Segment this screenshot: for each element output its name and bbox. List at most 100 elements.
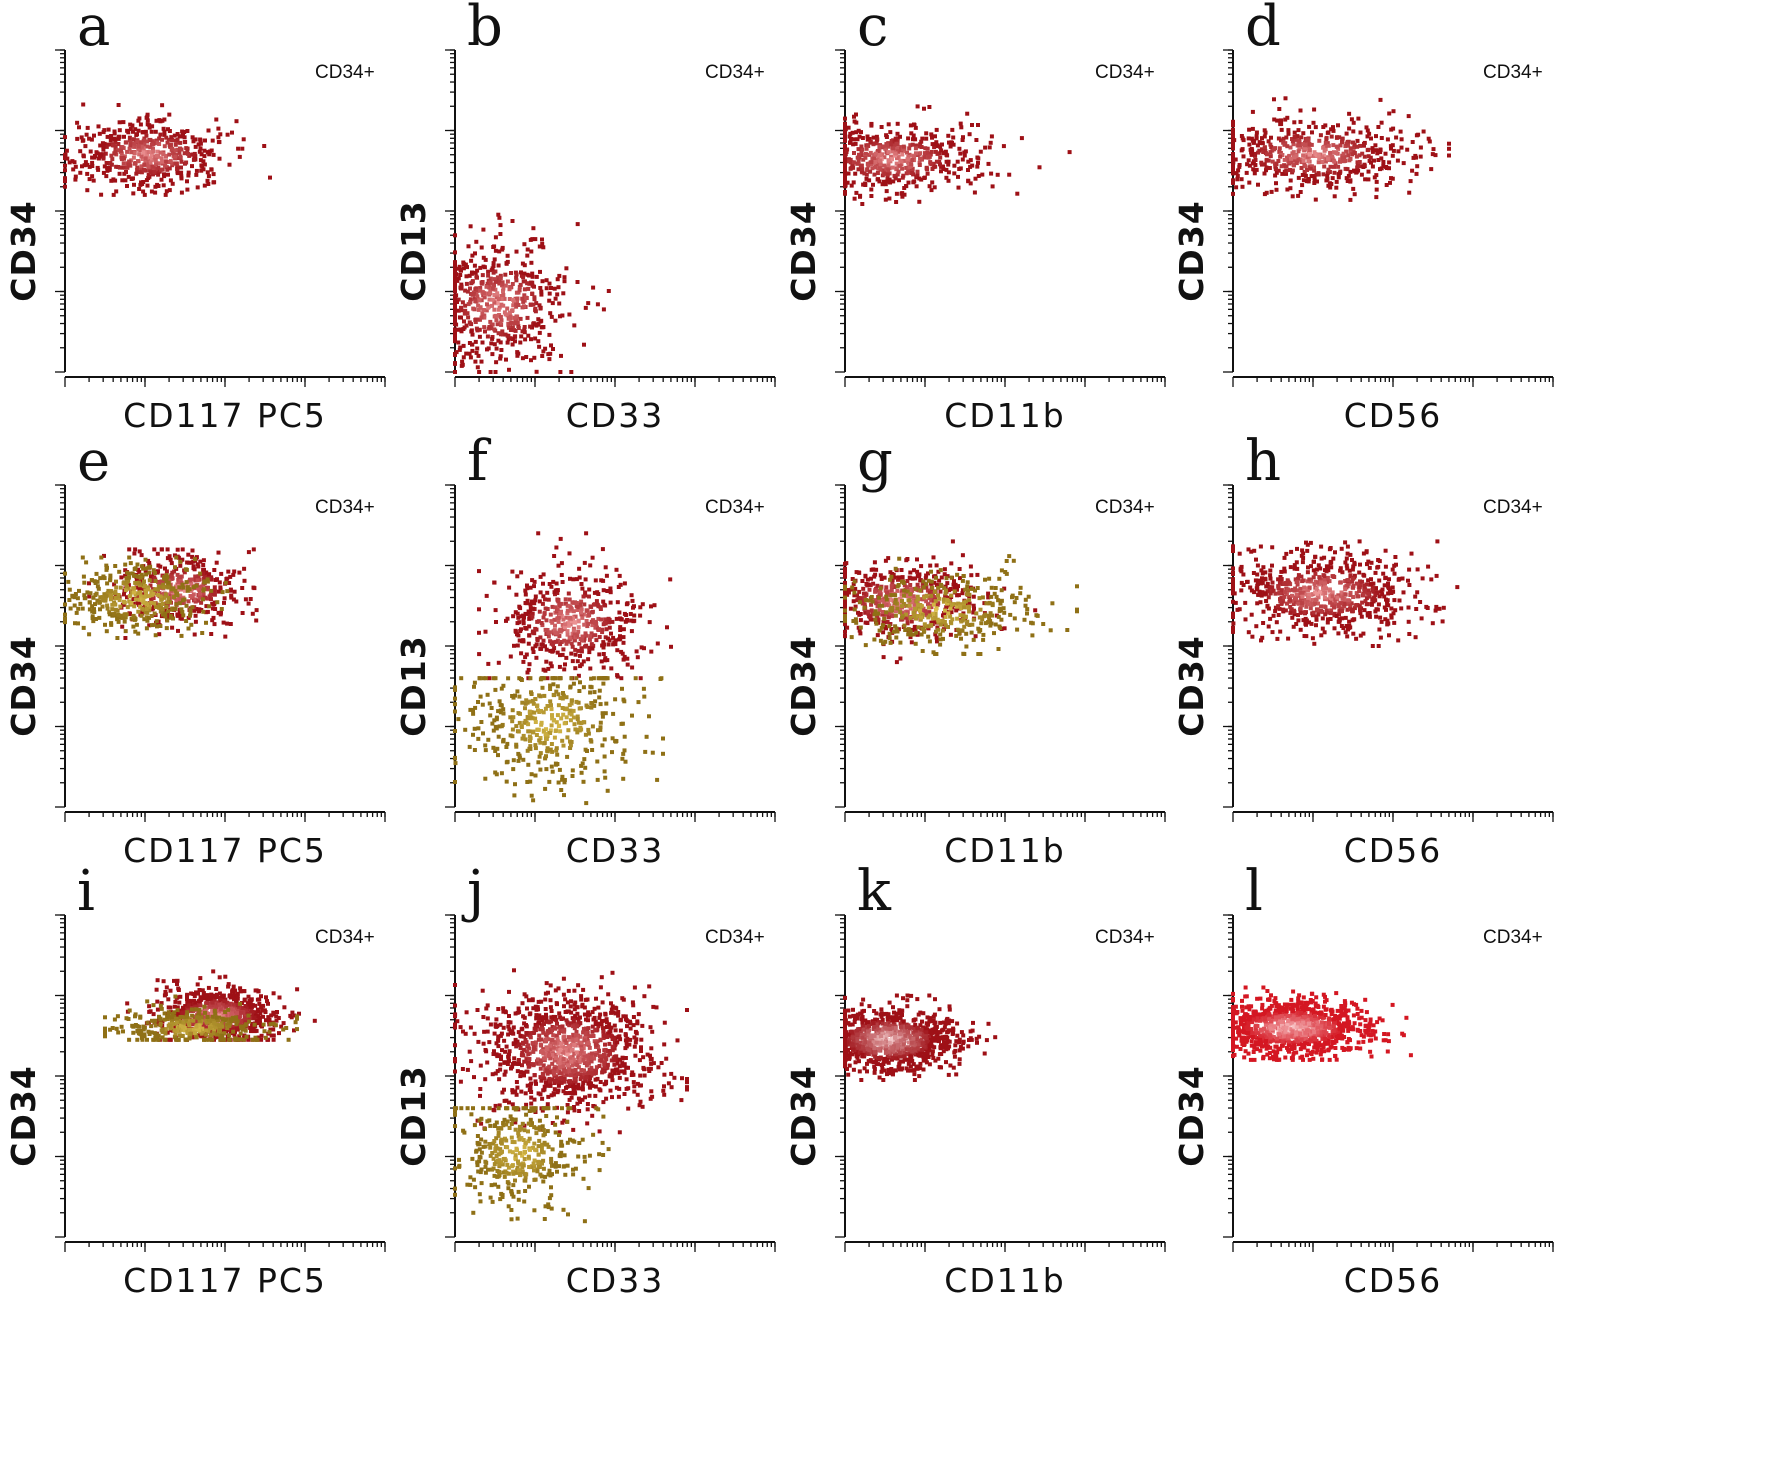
data-point [526,667,531,672]
data-point [575,280,580,284]
data-point [566,621,570,626]
data-point [861,157,866,162]
data-point [105,606,110,611]
data-point [200,631,205,635]
data-point [595,302,600,307]
data-point [138,590,143,595]
data-point [608,600,613,605]
data-point [63,156,67,161]
data-point [545,704,550,708]
data-point [888,142,893,147]
data-point [605,788,610,793]
data-point [544,727,548,732]
data-point [519,651,524,656]
data-point [1331,143,1336,148]
data-point [564,615,569,620]
data-point [145,122,150,127]
data-point [953,582,958,587]
data-point [488,319,493,324]
data-point [553,605,558,610]
data-point [934,563,939,568]
data-point [131,191,136,196]
data-point [478,288,483,293]
data-point [144,572,149,577]
data-point [499,686,504,691]
data-point [603,603,608,608]
data-point [1347,111,1352,116]
data-point [111,177,116,182]
data-point [453,780,457,784]
data-point [583,765,588,770]
data-point [511,715,516,720]
data-point [1362,162,1367,167]
data-point [860,147,865,152]
data-point [479,245,484,250]
data-point [894,200,899,204]
data-point [73,621,77,626]
data-point [661,751,665,756]
data-point [843,158,847,163]
population-1 [453,212,611,374]
data-point [567,551,572,556]
data-point [85,125,90,130]
data-point [603,635,608,640]
data-point [522,615,526,620]
data-point [881,655,886,660]
data-point [202,575,207,580]
data-point [456,276,461,281]
data-point [565,603,570,608]
data-point [212,591,217,596]
data-point [557,273,562,278]
data-point [1267,166,1272,170]
data-point [100,604,105,609]
data-point [164,569,169,574]
data-point [192,632,197,637]
data-point [237,154,242,159]
data-point [910,158,915,162]
data-point [488,280,493,285]
data-point [601,652,606,656]
data-point [882,612,887,617]
data-point [923,609,928,614]
data-point [587,646,592,651]
data-point [852,119,857,124]
data-point [63,135,67,140]
data-point [578,602,583,607]
data-point [142,594,147,599]
data-point [594,599,599,604]
data-point [152,601,157,606]
data-point [1344,149,1349,154]
data-point [170,161,175,166]
data-point [164,154,168,159]
data-point [569,641,574,646]
data-point [533,594,538,599]
data-point [541,572,546,577]
data-point [213,607,218,611]
data-point [210,618,215,623]
data-point [63,184,67,189]
data-point [145,602,149,607]
data-point [1378,97,1383,102]
data-point [540,279,545,284]
data-point [159,167,164,172]
data-point [851,142,856,147]
data-point [924,611,929,616]
data-point [1303,173,1308,178]
data-point [521,279,526,284]
data-point [198,571,203,576]
data-point [510,342,515,347]
data-point [212,622,217,627]
data-point [202,580,207,585]
data-point [122,619,127,624]
data-point [1274,170,1279,175]
data-point [1398,129,1403,134]
data-point [525,272,530,277]
data-point [890,578,895,583]
data-point [464,274,469,279]
data-point [1324,137,1329,142]
data-point [593,699,598,704]
data-point [473,317,478,322]
data-point [878,162,883,167]
data-point [878,573,883,578]
